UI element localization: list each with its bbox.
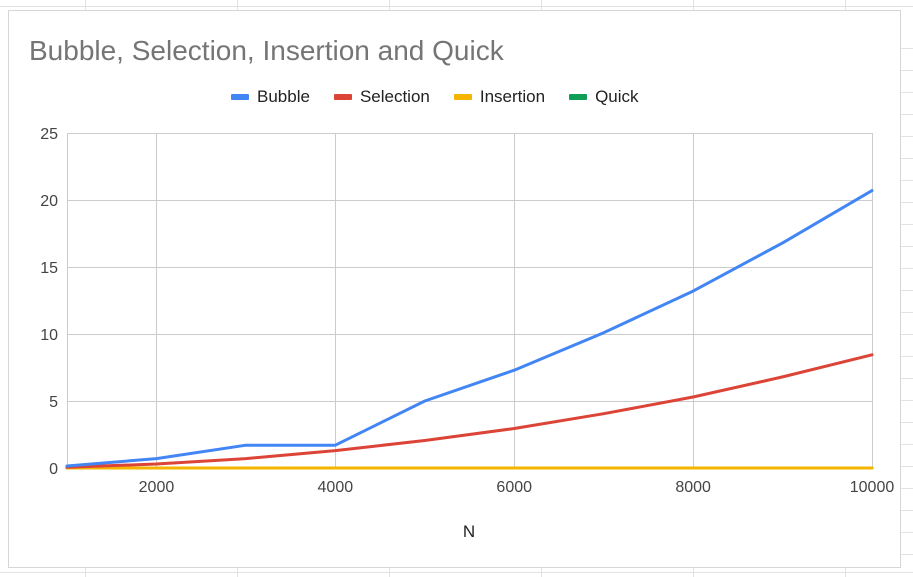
x-tick-label: 4000 [318, 479, 354, 496]
legend-item-bubble[interactable]: Bubble [231, 87, 310, 107]
x-tick-label: 6000 [496, 479, 532, 496]
x-axis-title: N [463, 522, 475, 541]
chart-title: Bubble, Selection, Insertion and Quick [29, 35, 504, 66]
legend-label: Insertion [479, 87, 546, 106]
legend-label: Quick [595, 87, 639, 106]
y-tick-label: 25 [40, 126, 58, 143]
y-tick-label: 10 [40, 327, 58, 344]
y-tick-label: 5 [49, 394, 58, 411]
legend-item-insertion[interactable]: Insertion [453, 87, 546, 107]
series-line-selection[interactable] [65, 353, 874, 469]
legend-item-selection[interactable]: Selection [333, 87, 430, 107]
legend-swatch [333, 94, 352, 100]
legend-swatch [569, 94, 588, 100]
legend-swatch [231, 94, 249, 100]
chart-legend: Bubble Selection Insertion Quick [231, 86, 639, 108]
legend-label: Bubble [257, 87, 310, 106]
legend-label: Selection [359, 87, 430, 106]
legend-item-quick[interactable]: Quick [569, 87, 639, 107]
y-tick-label: 0 [49, 461, 58, 478]
x-tick-label: 10000 [850, 479, 895, 496]
y-tick-label: 20 [40, 193, 58, 210]
x-tick-label: 2000 [139, 479, 175, 496]
x-tick-label: 8000 [675, 479, 711, 496]
y-tick-label: 15 [40, 260, 58, 277]
series-line-bubble[interactable] [65, 189, 874, 468]
legend-swatch [453, 94, 472, 100]
